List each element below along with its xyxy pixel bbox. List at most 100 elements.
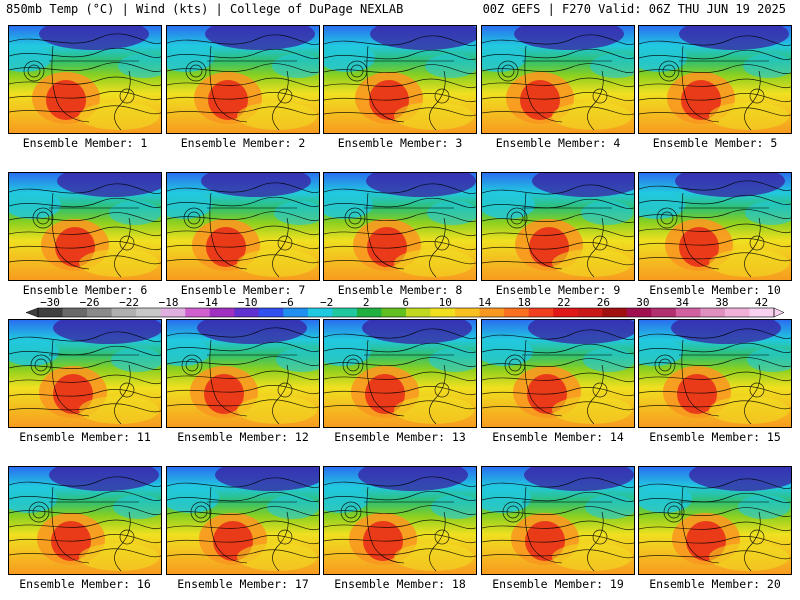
colorbar-tick-label: 18 bbox=[518, 297, 531, 309]
temperature-field-map bbox=[639, 320, 791, 427]
ensemble-member-label: Ensemble Member: 8 bbox=[337, 283, 463, 297]
colorbar-segment bbox=[406, 308, 432, 317]
ensemble-member-map bbox=[166, 172, 320, 281]
temperature-field-map bbox=[324, 26, 476, 133]
ensemble-member-label: Ensemble Member: 12 bbox=[177, 430, 309, 444]
ensemble-member-label: Ensemble Member: 14 bbox=[492, 430, 624, 444]
temperature-field-map bbox=[9, 173, 161, 280]
ensemble-member-label: Ensemble Member: 13 bbox=[334, 430, 466, 444]
ensemble-member-map bbox=[481, 319, 635, 428]
temperature-field-map bbox=[639, 26, 791, 133]
temperature-field-map bbox=[482, 320, 634, 427]
map-title: 850mb Temp (°C) | Wind (kts) | College o… bbox=[6, 2, 404, 16]
temperature-field-map bbox=[9, 26, 161, 133]
ensemble-member-label: Ensemble Member: 9 bbox=[495, 283, 621, 297]
colorbar-tick-label: 2 bbox=[363, 297, 370, 309]
colorbar-tick-label: 38 bbox=[715, 297, 728, 309]
ensemble-member-label: Ensemble Member: 16 bbox=[19, 577, 151, 591]
ensemble-member-label: Ensemble Member: 2 bbox=[180, 136, 306, 150]
colorbar-arrow-left bbox=[25, 307, 39, 318]
temperature-field-map bbox=[482, 26, 634, 133]
colorbar-segment bbox=[700, 308, 726, 317]
ensemble-member-map bbox=[481, 25, 635, 134]
ensemble-member-map bbox=[8, 319, 162, 428]
colorbar-tick-label: 10 bbox=[439, 297, 452, 309]
ensemble-member-map bbox=[166, 466, 320, 575]
ensemble-member-label: Ensemble Member: 20 bbox=[649, 577, 781, 591]
ensemble-member-label: Ensemble Member: 6 bbox=[22, 283, 148, 297]
model-valid-time: 00Z GEFS | F270 Valid: 06Z THU JUN 19 20… bbox=[482, 2, 786, 16]
colorbar-tick-label: −18 bbox=[159, 297, 179, 309]
colorbar-segment bbox=[38, 308, 64, 317]
colorbar-segment bbox=[626, 308, 652, 317]
ensemble-member-map bbox=[323, 172, 477, 281]
colorbar-segment bbox=[356, 308, 382, 317]
temperature-field-map bbox=[167, 173, 319, 280]
ensemble-member-label: Ensemble Member: 10 bbox=[649, 283, 781, 297]
colorbar-tick-label: 34 bbox=[676, 297, 690, 309]
ensemble-member-map bbox=[323, 319, 477, 428]
colorbar-segment bbox=[136, 308, 162, 317]
colorbar-segment bbox=[577, 308, 603, 317]
temperature-field-map bbox=[324, 173, 476, 280]
ensemble-member-label: Ensemble Member: 17 bbox=[177, 577, 309, 591]
ensemble-member-map bbox=[638, 466, 792, 575]
temperature-field-map bbox=[9, 320, 161, 427]
temperature-field-map bbox=[482, 173, 634, 280]
colorbar-segment bbox=[209, 308, 235, 317]
ensemble-member-label: Ensemble Member: 4 bbox=[495, 136, 621, 150]
temperature-field-map bbox=[639, 173, 791, 280]
colorbar-arrow-right bbox=[773, 307, 785, 318]
colorbar-segment bbox=[724, 308, 750, 317]
colorbar-tick-label: −26 bbox=[80, 297, 100, 309]
colorbar-segment bbox=[602, 308, 628, 317]
colorbar-segment bbox=[283, 308, 309, 317]
ensemble-member-map bbox=[8, 466, 162, 575]
colorbar-segment bbox=[258, 308, 284, 317]
colorbar-tick-label: −30 bbox=[40, 297, 60, 309]
temperature-field-map bbox=[167, 320, 319, 427]
colorbar-segment bbox=[234, 308, 260, 317]
ensemble-member-map bbox=[638, 319, 792, 428]
temperature-field-map bbox=[167, 467, 319, 574]
colorbar-segment bbox=[504, 308, 530, 317]
temperature-field-map bbox=[639, 467, 791, 574]
ensemble-member-label: Ensemble Member: 18 bbox=[334, 577, 466, 591]
ensemble-member-map bbox=[323, 25, 477, 134]
colorbar-segment bbox=[455, 308, 481, 317]
colorbar-segment bbox=[479, 308, 505, 317]
ensemble-member-map bbox=[481, 172, 635, 281]
colorbar-segment bbox=[87, 308, 113, 317]
temperature-field-map bbox=[9, 467, 161, 574]
colorbar-tick-label: 14 bbox=[478, 297, 492, 309]
temperature-colorbar: −30 −26 −22 −18 −14 −10 −6 −2 2 6 10 14 18 22 26 30 34 38… bbox=[25, 297, 785, 318]
colorbar-segment bbox=[62, 308, 88, 317]
ensemble-member-label: Ensemble Member: 15 bbox=[649, 430, 781, 444]
colorbar-tick-label: −22 bbox=[119, 297, 139, 309]
ensemble-member-map bbox=[481, 466, 635, 575]
colorbar-segment bbox=[111, 308, 137, 317]
colorbar-tick-label: 26 bbox=[597, 297, 610, 309]
ensemble-member-label: Ensemble Member: 3 bbox=[337, 136, 463, 150]
colorbar-segment bbox=[332, 308, 358, 317]
ensemble-member-label: Ensemble Member: 11 bbox=[19, 430, 151, 444]
ensemble-member-label: Ensemble Member: 19 bbox=[492, 577, 624, 591]
colorbar-segment bbox=[381, 308, 407, 317]
ensemble-member-map bbox=[323, 466, 477, 575]
ensemble-member-label: Ensemble Member: 1 bbox=[22, 136, 148, 150]
ensemble-member-map bbox=[166, 25, 320, 134]
ensemble-member-map bbox=[8, 172, 162, 281]
colorbar-segment bbox=[430, 308, 456, 317]
colorbar-segment bbox=[675, 308, 701, 317]
ensemble-member-map bbox=[8, 25, 162, 134]
temperature-field-map bbox=[324, 320, 476, 427]
ensemble-member-map bbox=[638, 25, 792, 134]
colorbar-segment bbox=[307, 308, 333, 317]
colorbar-tick-label: 42 bbox=[755, 297, 768, 309]
temperature-field-map bbox=[167, 26, 319, 133]
temperature-field-map bbox=[324, 467, 476, 574]
colorbar-segment bbox=[185, 308, 211, 317]
colorbar-tick-label: −10 bbox=[238, 297, 258, 309]
colorbar-segment bbox=[528, 308, 554, 317]
colorbar-segment bbox=[553, 308, 579, 317]
